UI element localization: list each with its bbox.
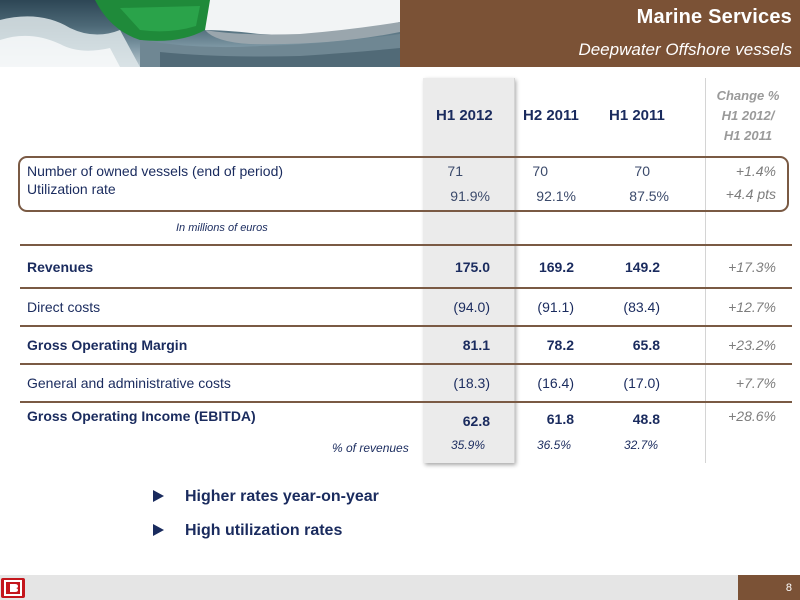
vessels-highlight-box: [18, 156, 789, 212]
direct-costs-h1-2012: (94.0): [453, 299, 490, 315]
revenues-h1-2012: 175.0: [454, 259, 490, 275]
vessels-change: +1.4%: [735, 163, 776, 179]
triangle-bullet-icon: [153, 490, 164, 502]
utilization-value-h2-2011: 92.1%: [536, 188, 576, 204]
utilization-change: +4.4 pts: [725, 186, 776, 202]
gom-change: +23.2%: [728, 337, 776, 353]
slide-subtitle: Deepwater Offshore vessels: [578, 40, 792, 59]
ga-costs-h1-2012: (18.3): [453, 375, 490, 391]
column-header-h1-2012: H1 2012: [436, 107, 493, 124]
row-label-general-admin-costs: General and administrative costs: [27, 375, 231, 391]
revenues-h2-2011: 169.2: [538, 259, 574, 275]
ebitda-h1-2012: 62.8: [462, 413, 490, 429]
page-number: 8: [738, 575, 800, 600]
row-label-gross-operating-margin: Gross Operating Margin: [27, 337, 188, 353]
vessels-value-h1-2012: 71: [447, 163, 463, 179]
row-separator: [20, 244, 792, 246]
utilization-value-h1-2012: 91.9%: [450, 188, 490, 204]
slide-title: Marine Services: [636, 6, 792, 28]
pct-revenues-label: % of revenues: [332, 441, 409, 455]
direct-costs-h2-2011: (91.1): [537, 299, 574, 315]
bullet-item: Higher rates year-on-year: [153, 488, 379, 506]
slide-header: Marine Services Deepwater Offshore vesse…: [0, 0, 800, 67]
ebitda-h2-2011: 61.8: [546, 411, 574, 427]
gom-h1-2011: 65.8: [632, 337, 660, 353]
pct-revenues-h2-2011: 36.5%: [537, 438, 572, 452]
gom-h2-2011: 78.2: [546, 337, 574, 353]
change-header-line: Change %: [716, 88, 780, 103]
row-label-revenues: Revenues: [27, 259, 94, 275]
vessels-value-h2-2011: 70: [532, 163, 548, 179]
ga-costs-h2-2011: (16.4): [537, 375, 574, 391]
ship-photo: [0, 0, 400, 67]
gom-h1-2012: 81.1: [462, 337, 490, 353]
vessels-value-h1-2011: 70: [634, 163, 650, 179]
ebitda-h1-2011: 48.8: [632, 411, 660, 427]
row-label-direct-costs: Direct costs: [27, 299, 101, 315]
utilization-label: Utilization rate: [27, 181, 116, 197]
revenues-change: +17.3%: [728, 259, 776, 275]
slide-footer: [0, 575, 800, 600]
ga-costs-change: +7.7%: [735, 375, 776, 391]
ebitda-change: +28.6%: [728, 408, 776, 424]
row-separator: [20, 401, 792, 403]
column-header-h1-2011: H1 2011: [609, 107, 665, 124]
units-note: In millions of euros: [176, 222, 268, 234]
bullet-item: High utilization rates: [153, 522, 342, 540]
change-header-line: H1 2011: [723, 128, 773, 143]
bullet-text: Higher rates year-on-year: [185, 488, 379, 505]
triangle-bullet-icon: [153, 524, 164, 536]
utilization-value-h1-2011: 87.5%: [629, 188, 669, 204]
direct-costs-change: +12.7%: [728, 299, 776, 315]
bullet-text: High utilization rates: [185, 522, 343, 539]
revenues-h1-2011: 149.2: [624, 259, 660, 275]
highlight-column-h1-2012: [423, 78, 514, 463]
row-label-ebitda: Gross Operating Income (EBITDA): [27, 408, 256, 424]
row-separator: [20, 287, 792, 289]
column-header-change: Change % H1 2012/ H1 2011: [706, 86, 790, 146]
column-divider: [514, 78, 515, 463]
vessels-label: Number of owned vessels (end of period): [27, 163, 284, 179]
ga-costs-h1-2011: (17.0): [623, 375, 660, 391]
pct-revenues-h1-2012: 35.9%: [451, 438, 486, 452]
direct-costs-h1-2011: (83.4): [623, 299, 660, 315]
row-separator: [20, 363, 792, 365]
column-divider: [705, 78, 706, 463]
row-separator: [20, 325, 792, 327]
company-logo-icon: [1, 578, 25, 598]
title-band: Marine Services Deepwater Offshore vesse…: [400, 0, 800, 67]
pct-revenues-h1-2011: 32.7%: [624, 438, 659, 452]
column-header-h2-2011: H2 2011: [523, 107, 579, 124]
change-header-line: H1 2012/: [721, 108, 775, 123]
